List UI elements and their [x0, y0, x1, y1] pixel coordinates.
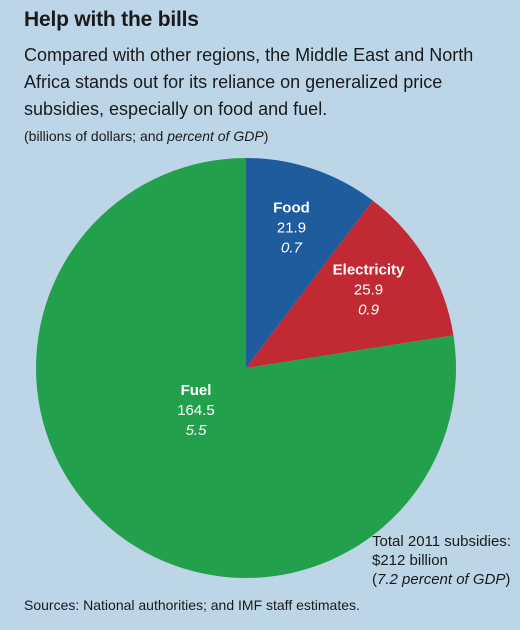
pie-slice-electricity — [246, 200, 454, 368]
units-prefix: (billions of dollars; and — [24, 128, 168, 144]
units-note: (billions of dollars; and percent of GDP… — [24, 128, 268, 144]
units-italic: percent of GDP — [167, 128, 264, 144]
total-line1: Total 2011 subsidies: — [372, 533, 511, 550]
chart-title: Help with the bills — [24, 8, 199, 31]
slice-label-value-fuel: 164.5 — [177, 402, 215, 419]
slice-label-name-fuel: Fuel — [181, 382, 212, 399]
chart-subtitle: Compared with other regions, the Middle … — [24, 45, 474, 119]
units-suffix: ) — [263, 128, 269, 144]
slice-label-gdp-fuel: 5.5 — [186, 422, 208, 439]
source-note: Sources: National authorities; and IMF s… — [24, 597, 360, 613]
pie-slice-food — [246, 158, 373, 368]
total-note: Total 2011 subsidies: $212 billion (7.2 … — [372, 532, 511, 589]
slice-label-value-food: 21.9 — [277, 220, 306, 237]
slice-label-gdp-food: 0.7 — [281, 240, 303, 257]
total-line3: (7.2 percent of GDP) — [372, 571, 511, 588]
total-line2: $212 billion — [372, 552, 448, 569]
slice-label-value-electricity: 25.9 — [354, 282, 383, 299]
slice-label-name-food: Food — [273, 200, 310, 217]
pie-slice-fuel — [36, 158, 456, 578]
slice-label-gdp-electricity: 0.9 — [358, 302, 380, 319]
slice-label-name-electricity: Electricity — [333, 262, 405, 279]
